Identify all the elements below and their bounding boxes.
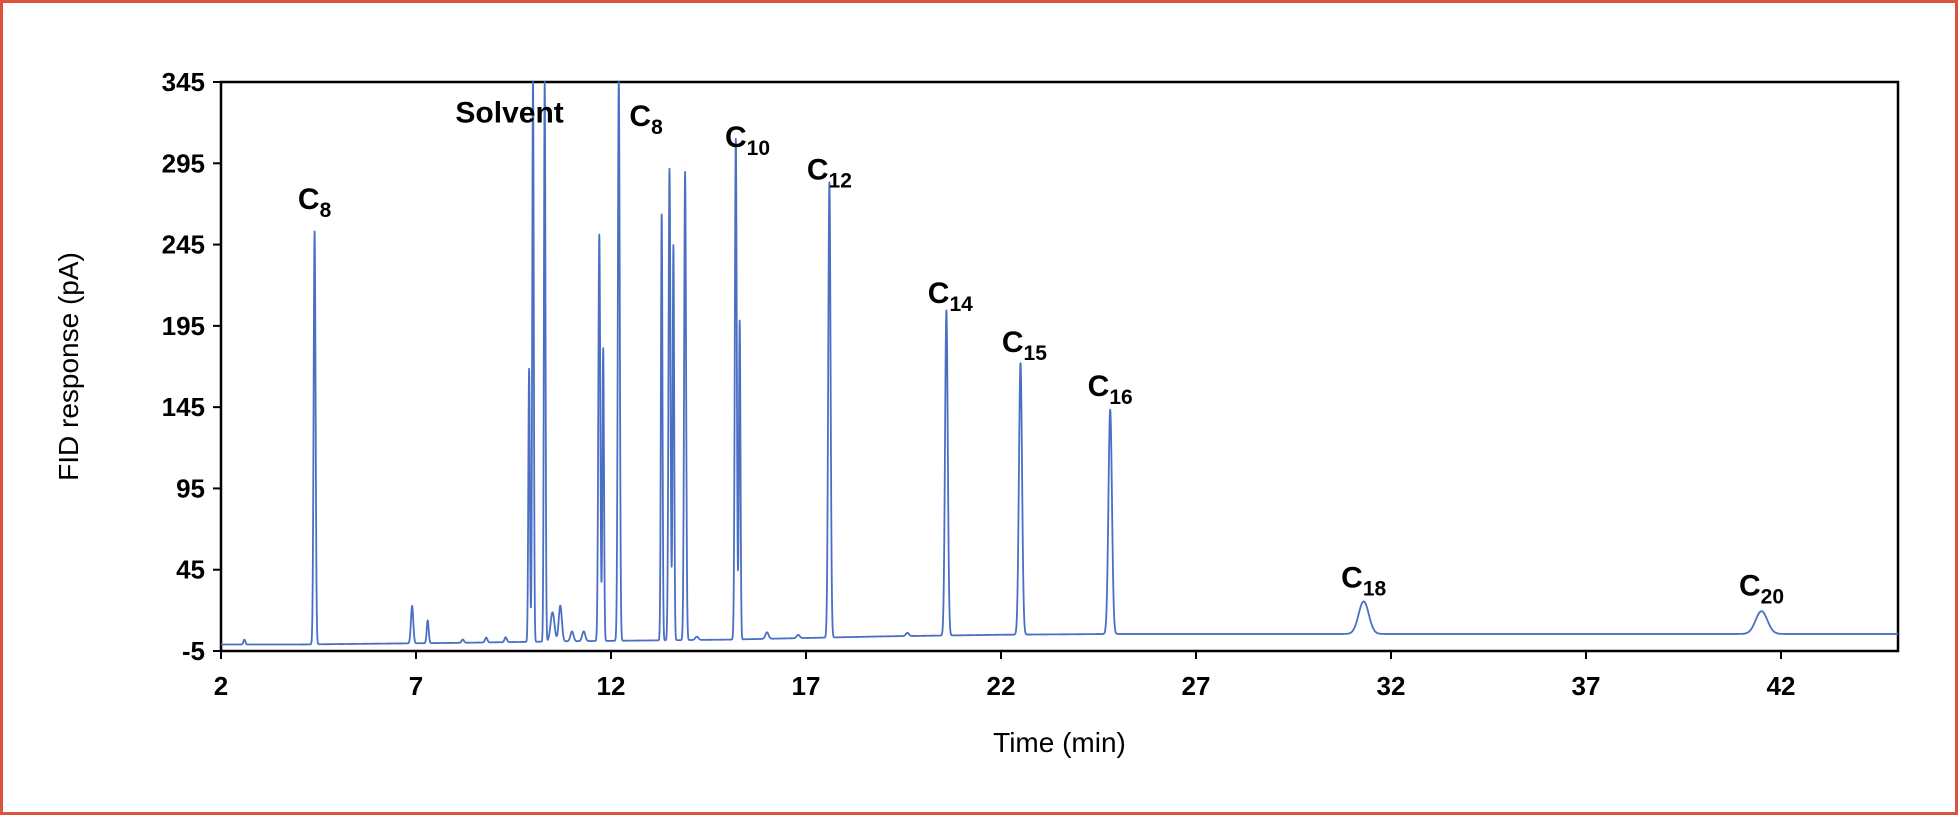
y-tick-label: 195 <box>162 311 205 341</box>
x-tick-label: 22 <box>987 671 1016 701</box>
x-tick-label: 17 <box>792 671 821 701</box>
x-tick-label: 2 <box>214 671 228 701</box>
y-axis-title: FID response (pA) <box>53 252 84 481</box>
peak-label-solvent: Solvent <box>455 97 563 130</box>
y-tick-label: 295 <box>162 148 205 178</box>
x-tick-label: 7 <box>409 671 423 701</box>
x-axis-title: Time (min) <box>993 727 1126 758</box>
peak-labels: Solvent C8 C8 C10 C12 C14 C15 C16 C18 C20 <box>298 97 1784 609</box>
y-axis: -5 45 95 145 195 245 295 345 <box>162 67 221 666</box>
x-tick-label: 27 <box>1182 671 1211 701</box>
peak-label-c16: C16 <box>1088 370 1133 409</box>
x-tick-label: 12 <box>597 671 626 701</box>
peak-label-c8: C8 <box>629 100 663 139</box>
peak-label-c15: C15 <box>1002 326 1047 365</box>
peak-label-c14: C14 <box>928 277 973 316</box>
peak-label-c12: C12 <box>807 154 852 193</box>
peak-label-c20: C20 <box>1739 570 1784 609</box>
y-tick-label: 345 <box>162 67 205 97</box>
x-tick-label: 42 <box>1767 671 1796 701</box>
peak-label-c10: C10 <box>725 121 770 160</box>
y-tick-label: 95 <box>176 473 205 503</box>
plot-area <box>219 80 1900 653</box>
y-tick-label: -5 <box>182 636 205 666</box>
x-tick-label: 32 <box>1377 671 1406 701</box>
x-tick-label: 37 <box>1572 671 1601 701</box>
peak-label-c8-early: C8 <box>298 183 332 222</box>
y-tick-label: 145 <box>162 392 205 422</box>
peak-label-c18: C18 <box>1341 562 1386 601</box>
x-axis: 2 7 12 17 22 27 32 37 42 <box>214 651 1796 701</box>
y-tick-label: 245 <box>162 230 205 260</box>
y-tick-label: 45 <box>176 555 205 585</box>
chromatogram-trace <box>220 81 1899 646</box>
